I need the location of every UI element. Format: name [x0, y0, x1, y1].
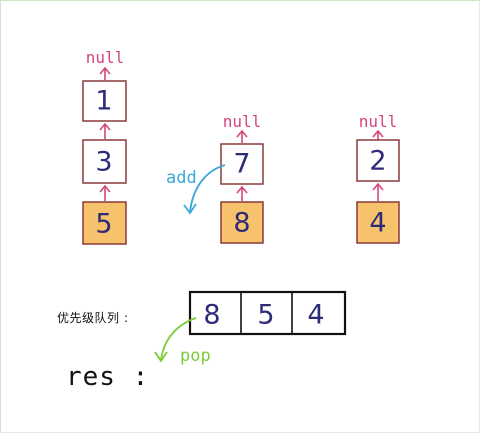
node-value: 2 — [369, 146, 386, 177]
list-node — [82, 139, 127, 184]
list-node — [82, 80, 127, 122]
list-head-node — [356, 201, 400, 244]
queue-value: 8 — [203, 300, 220, 331]
null-label: null — [86, 48, 125, 67]
queue-value: 4 — [307, 300, 324, 331]
linked-list-1: null 1 3 5 — [82, 48, 127, 245]
priority-queue-label: 优先级队列 : — [57, 311, 129, 325]
pop-arrow: pop — [154, 317, 211, 366]
queue-box — [188, 290, 347, 336]
curved-arrow-icon — [160, 317, 197, 361]
null-label: null — [223, 112, 262, 131]
queue-value: 5 — [257, 300, 274, 331]
pop-label: pop — [180, 346, 211, 366]
node-value: 4 — [369, 208, 386, 239]
linked-list-3: null 2 4 — [356, 112, 400, 244]
node-value: 5 — [95, 209, 112, 240]
list-node — [220, 143, 264, 185]
priority-queue: 8 5 4 — [188, 290, 347, 336]
list-node — [356, 139, 400, 182]
node-value: 7 — [233, 149, 250, 180]
add-label: add — [166, 168, 197, 188]
list-head-node — [220, 201, 264, 244]
node-value: 8 — [233, 208, 250, 239]
null-label: null — [359, 112, 398, 131]
list-head-node — [82, 201, 127, 245]
node-value: 3 — [95, 147, 112, 178]
result-label: res : — [66, 362, 150, 392]
add-arrow: add — [166, 164, 226, 215]
linked-list-2: null 7 8 — [220, 112, 264, 244]
curved-arrow-icon — [189, 164, 226, 213]
node-value: 1 — [95, 86, 112, 117]
